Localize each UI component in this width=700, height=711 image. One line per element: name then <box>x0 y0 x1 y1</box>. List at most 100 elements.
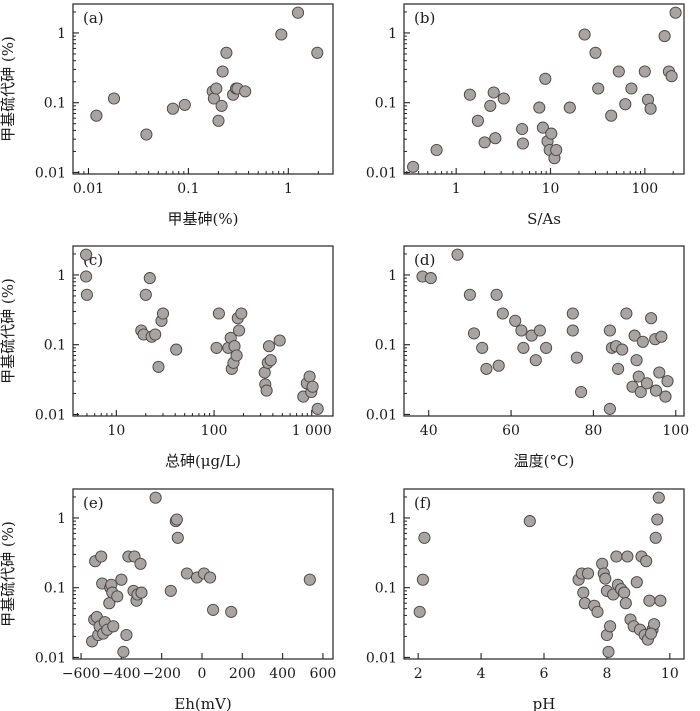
data-point <box>111 590 124 603</box>
data-point <box>212 114 225 127</box>
data-point <box>204 571 217 584</box>
x-tick-label: 2 <box>414 666 423 682</box>
data-point <box>140 128 153 141</box>
data-point <box>212 307 225 320</box>
data-point <box>570 351 583 364</box>
data-point <box>612 65 625 78</box>
data-point <box>490 288 503 301</box>
data-point <box>566 324 579 337</box>
x-axis-label: 甲基砷(%) <box>168 210 239 228</box>
y-tick-label: 0.1 <box>375 338 397 354</box>
data-point <box>232 324 246 337</box>
data-point <box>134 557 147 570</box>
data-point <box>618 586 631 599</box>
data-point <box>273 334 286 347</box>
x-tick-label: −600 <box>62 666 100 682</box>
x-tick-label: 10 <box>661 666 679 682</box>
data-point <box>632 370 645 383</box>
data-point <box>180 567 193 580</box>
y-tick-label: 1 <box>57 26 66 42</box>
data-point <box>418 531 431 544</box>
plot-frame <box>403 245 685 417</box>
x-tick-label: 4 <box>477 666 486 682</box>
data-point <box>152 360 165 373</box>
data-point <box>577 586 590 599</box>
data-point <box>619 98 632 111</box>
data-point <box>620 307 633 320</box>
data-point <box>621 550 634 563</box>
data-point <box>262 340 276 353</box>
data-point <box>628 329 641 342</box>
data-point <box>478 136 491 149</box>
data-point <box>630 354 643 367</box>
data-point <box>578 28 591 41</box>
data-point <box>575 385 588 399</box>
x-tick-label: 600 <box>310 666 337 682</box>
data-point <box>550 143 563 157</box>
data-point <box>640 555 653 568</box>
data-point <box>640 377 653 390</box>
data-point <box>592 82 605 95</box>
data-point <box>610 550 623 563</box>
x-tick-label: 0 <box>198 666 207 682</box>
panel-tag: (b) <box>414 9 435 27</box>
data-point <box>654 594 667 607</box>
x-tick-label: 40 <box>420 423 438 439</box>
data-point <box>216 65 229 78</box>
x-axis-label: 总砷(μg/L) <box>165 452 241 470</box>
data-point <box>602 645 615 658</box>
data-point <box>135 586 148 599</box>
x-tick-label: −400 <box>102 666 140 682</box>
data-point <box>536 121 549 134</box>
x-tick-label: 8 <box>602 666 611 682</box>
data-point <box>311 402 324 415</box>
plot-frame <box>72 488 334 660</box>
x-axis-label: S/As <box>527 210 561 228</box>
data-point <box>407 160 420 173</box>
data-point <box>170 513 183 526</box>
data-point <box>210 82 223 95</box>
x-tick-label: −200 <box>142 666 180 682</box>
data-point <box>115 573 128 586</box>
x-axis-label: 温度(°C) <box>514 452 575 470</box>
x-axis-label: pH <box>533 695 556 711</box>
data-point <box>645 312 658 325</box>
plot-frame <box>72 3 334 175</box>
data-point <box>540 341 553 354</box>
data-point <box>604 620 617 633</box>
x-tick-label: 80 <box>584 423 602 439</box>
data-point <box>120 628 133 642</box>
data-point <box>533 324 546 337</box>
y-tick-label: 0.1 <box>44 338 66 354</box>
y-tick-label: 0.1 <box>375 581 397 597</box>
data-point <box>625 82 638 95</box>
data-point <box>467 327 481 340</box>
x-tick-label: 1 <box>284 181 293 197</box>
data-point <box>149 328 162 341</box>
data-point <box>581 567 595 580</box>
data-point <box>463 88 476 101</box>
data-point <box>143 272 156 285</box>
data-point <box>653 366 666 379</box>
panel-a: 0.01 0.1 1 0.01 0.1 1 甲基砷(%) 甲基硫代砷 (%) (a) <box>0 3 334 228</box>
data-point <box>225 605 238 618</box>
data-point <box>589 46 602 59</box>
y-tick-label: 0.01 <box>366 165 397 181</box>
data-point <box>220 46 233 59</box>
data-point <box>489 132 502 145</box>
panel-tag: (a) <box>83 9 104 27</box>
y-tick-label: 1 <box>57 268 66 284</box>
data-point <box>451 248 464 261</box>
y-axis-label: 甲基硫代砷 (%) <box>0 278 17 384</box>
data-point <box>643 594 656 607</box>
data-point <box>480 362 493 375</box>
data-point <box>665 70 678 83</box>
data-point <box>591 605 604 618</box>
x-tick-label: 200 <box>229 666 256 682</box>
data-point <box>658 30 671 43</box>
y-axis-label: 甲基硫代砷 (%) <box>0 36 17 142</box>
panel-tag: (f) <box>414 494 431 512</box>
panel-b: 1 10 100 0.01 0.1 1 S/As (b) <box>366 3 685 228</box>
